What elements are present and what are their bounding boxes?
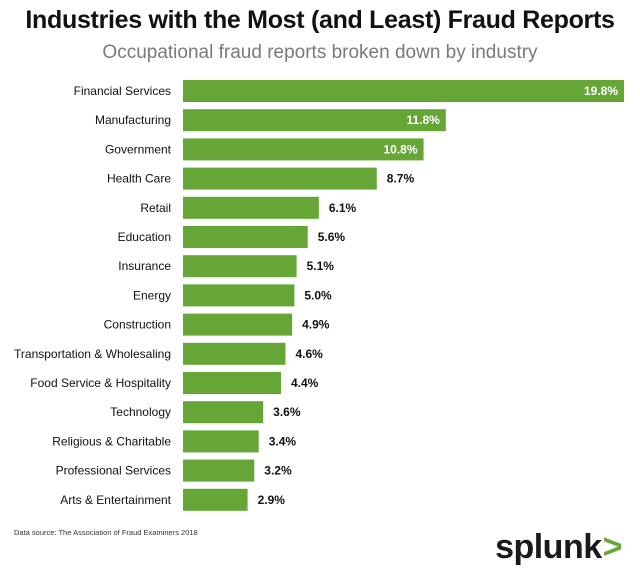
- category-label: Construction: [104, 318, 171, 332]
- value-label: 5.0%: [304, 288, 332, 302]
- category-label: Technology: [110, 405, 171, 419]
- bar: [183, 80, 624, 102]
- category-label: Insurance: [118, 259, 171, 273]
- category-label: Energy: [133, 288, 171, 302]
- bar: [183, 459, 255, 482]
- category-label: Religious & Charitable: [52, 434, 171, 448]
- value-label: 8.7%: [387, 172, 415, 186]
- bar: [183, 196, 319, 219]
- bar: [183, 372, 281, 394]
- category-label: Health Care: [107, 172, 171, 186]
- value-label: 2.9%: [258, 493, 286, 507]
- value-label: 10.8%: [384, 142, 418, 156]
- category-label: Food Service & Hospitality: [30, 376, 171, 390]
- data-source-note: Data source: The Association of Fraud Ex…: [14, 528, 198, 537]
- bars-group: Financial Services 19.8% Manufacturing 11.8…: [14, 80, 624, 511]
- chart-title: Industries with the Most (and Least) Fra…: [25, 6, 615, 34]
- bar: [183, 255, 297, 278]
- value-label: 3.2%: [264, 464, 292, 478]
- chart-subtitle: Occupational fraud reports broken down b…: [102, 42, 538, 63]
- value-label: 5.1%: [307, 259, 335, 273]
- category-label: Manufacturing: [95, 113, 171, 127]
- value-label: 4.4%: [291, 376, 319, 390]
- category-label: Professional Services: [56, 464, 171, 478]
- splunk-logo: splunk>: [495, 528, 622, 567]
- value-label: 3.4%: [269, 434, 297, 448]
- value-label: 4.6%: [295, 347, 323, 361]
- bar: [183, 401, 264, 424]
- bar: [183, 313, 293, 336]
- value-label: 11.8%: [406, 113, 440, 127]
- logo-chevron-icon: >: [602, 528, 623, 566]
- bar: [183, 226, 308, 248]
- category-label: Education: [118, 230, 171, 244]
- category-label: Arts & Entertainment: [60, 493, 171, 507]
- category-label: Transportation & Wholesaling: [14, 347, 171, 361]
- value-label: 3.6%: [273, 405, 301, 419]
- logo-text: splunk: [495, 528, 602, 566]
- bar: [183, 342, 286, 365]
- bar: [183, 284, 295, 307]
- category-label: Retail: [140, 201, 171, 215]
- value-label: 6.1%: [329, 201, 357, 215]
- bar: [183, 488, 248, 511]
- bar: [183, 109, 446, 132]
- bar: [183, 138, 424, 161]
- value-label: 5.6%: [318, 230, 346, 244]
- value-label: 19.8%: [584, 84, 618, 98]
- bar: [183, 430, 259, 453]
- value-label: 4.9%: [302, 318, 330, 332]
- category-label: Financial Services: [74, 84, 171, 98]
- bar: [183, 167, 377, 190]
- category-label: Government: [105, 142, 172, 156]
